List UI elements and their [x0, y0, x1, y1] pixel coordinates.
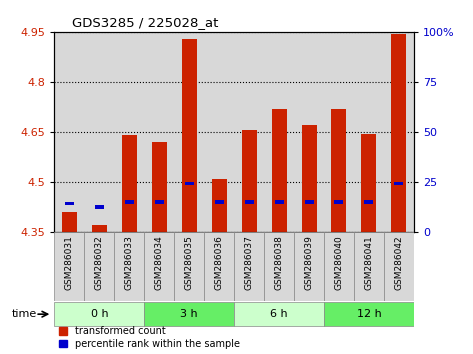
Bar	[324, 32, 354, 232]
Bar	[144, 232, 174, 301]
Bar	[324, 232, 354, 301]
Bar	[65, 202, 74, 205]
Text: GSM286038: GSM286038	[274, 235, 284, 290]
Bar	[264, 232, 294, 301]
Bar	[334, 200, 343, 204]
Bar	[361, 133, 377, 232]
Text: 12 h: 12 h	[357, 309, 381, 319]
Text: GSM286042: GSM286042	[394, 235, 403, 290]
Bar	[384, 32, 414, 232]
Text: time: time	[12, 309, 37, 319]
Text: GDS3285 / 225028_at: GDS3285 / 225028_at	[72, 16, 219, 29]
Text: GSM286033: GSM286033	[125, 235, 134, 290]
Text: 0 h: 0 h	[90, 309, 108, 319]
Text: GSM286035: GSM286035	[184, 235, 194, 290]
Bar	[182, 39, 197, 232]
Bar	[144, 32, 174, 232]
Text: 6 h: 6 h	[270, 309, 288, 319]
Bar	[294, 32, 324, 232]
Bar	[114, 32, 144, 232]
Bar	[354, 232, 384, 301]
Bar	[294, 232, 324, 301]
Bar	[62, 212, 77, 232]
Bar	[354, 32, 384, 232]
Text: GSM286032: GSM286032	[95, 235, 104, 290]
Bar	[84, 232, 114, 301]
Bar	[184, 182, 193, 185]
Bar	[274, 200, 283, 204]
Text: GSM286037: GSM286037	[245, 235, 254, 290]
Text: 3 h: 3 h	[180, 309, 198, 319]
Bar	[84, 32, 114, 232]
Bar	[234, 32, 264, 232]
Legend: transformed count, percentile rank within the sample: transformed count, percentile rank withi…	[59, 326, 240, 349]
Bar	[125, 200, 134, 204]
Bar	[204, 32, 234, 232]
Bar	[54, 32, 84, 232]
Bar	[364, 200, 374, 204]
Bar	[272, 109, 287, 232]
Bar	[264, 32, 294, 232]
Bar	[324, 302, 414, 326]
Bar	[155, 200, 164, 204]
Text: GSM286031: GSM286031	[65, 235, 74, 290]
Bar	[174, 32, 204, 232]
Bar	[204, 232, 234, 301]
Bar	[144, 302, 234, 326]
Bar	[54, 302, 144, 326]
Text: GSM286036: GSM286036	[215, 235, 224, 290]
Text: GSM286034: GSM286034	[155, 235, 164, 290]
Bar	[211, 178, 227, 232]
Bar	[92, 225, 107, 232]
Bar	[234, 302, 324, 326]
Bar	[122, 135, 137, 232]
Bar	[394, 182, 403, 185]
Text: GSM286040: GSM286040	[334, 235, 343, 290]
Bar	[114, 232, 144, 301]
Bar	[54, 232, 84, 301]
Bar	[242, 130, 256, 232]
Bar	[174, 232, 204, 301]
Text: GSM286039: GSM286039	[305, 235, 314, 290]
Bar	[384, 232, 414, 301]
Bar	[215, 200, 224, 204]
Bar	[245, 200, 254, 204]
Bar	[302, 125, 316, 232]
Bar	[152, 142, 166, 232]
Bar	[234, 232, 264, 301]
Bar	[305, 200, 314, 204]
Bar	[391, 34, 406, 232]
Text: GSM286041: GSM286041	[364, 235, 374, 290]
Bar	[95, 205, 104, 209]
Bar	[332, 109, 346, 232]
